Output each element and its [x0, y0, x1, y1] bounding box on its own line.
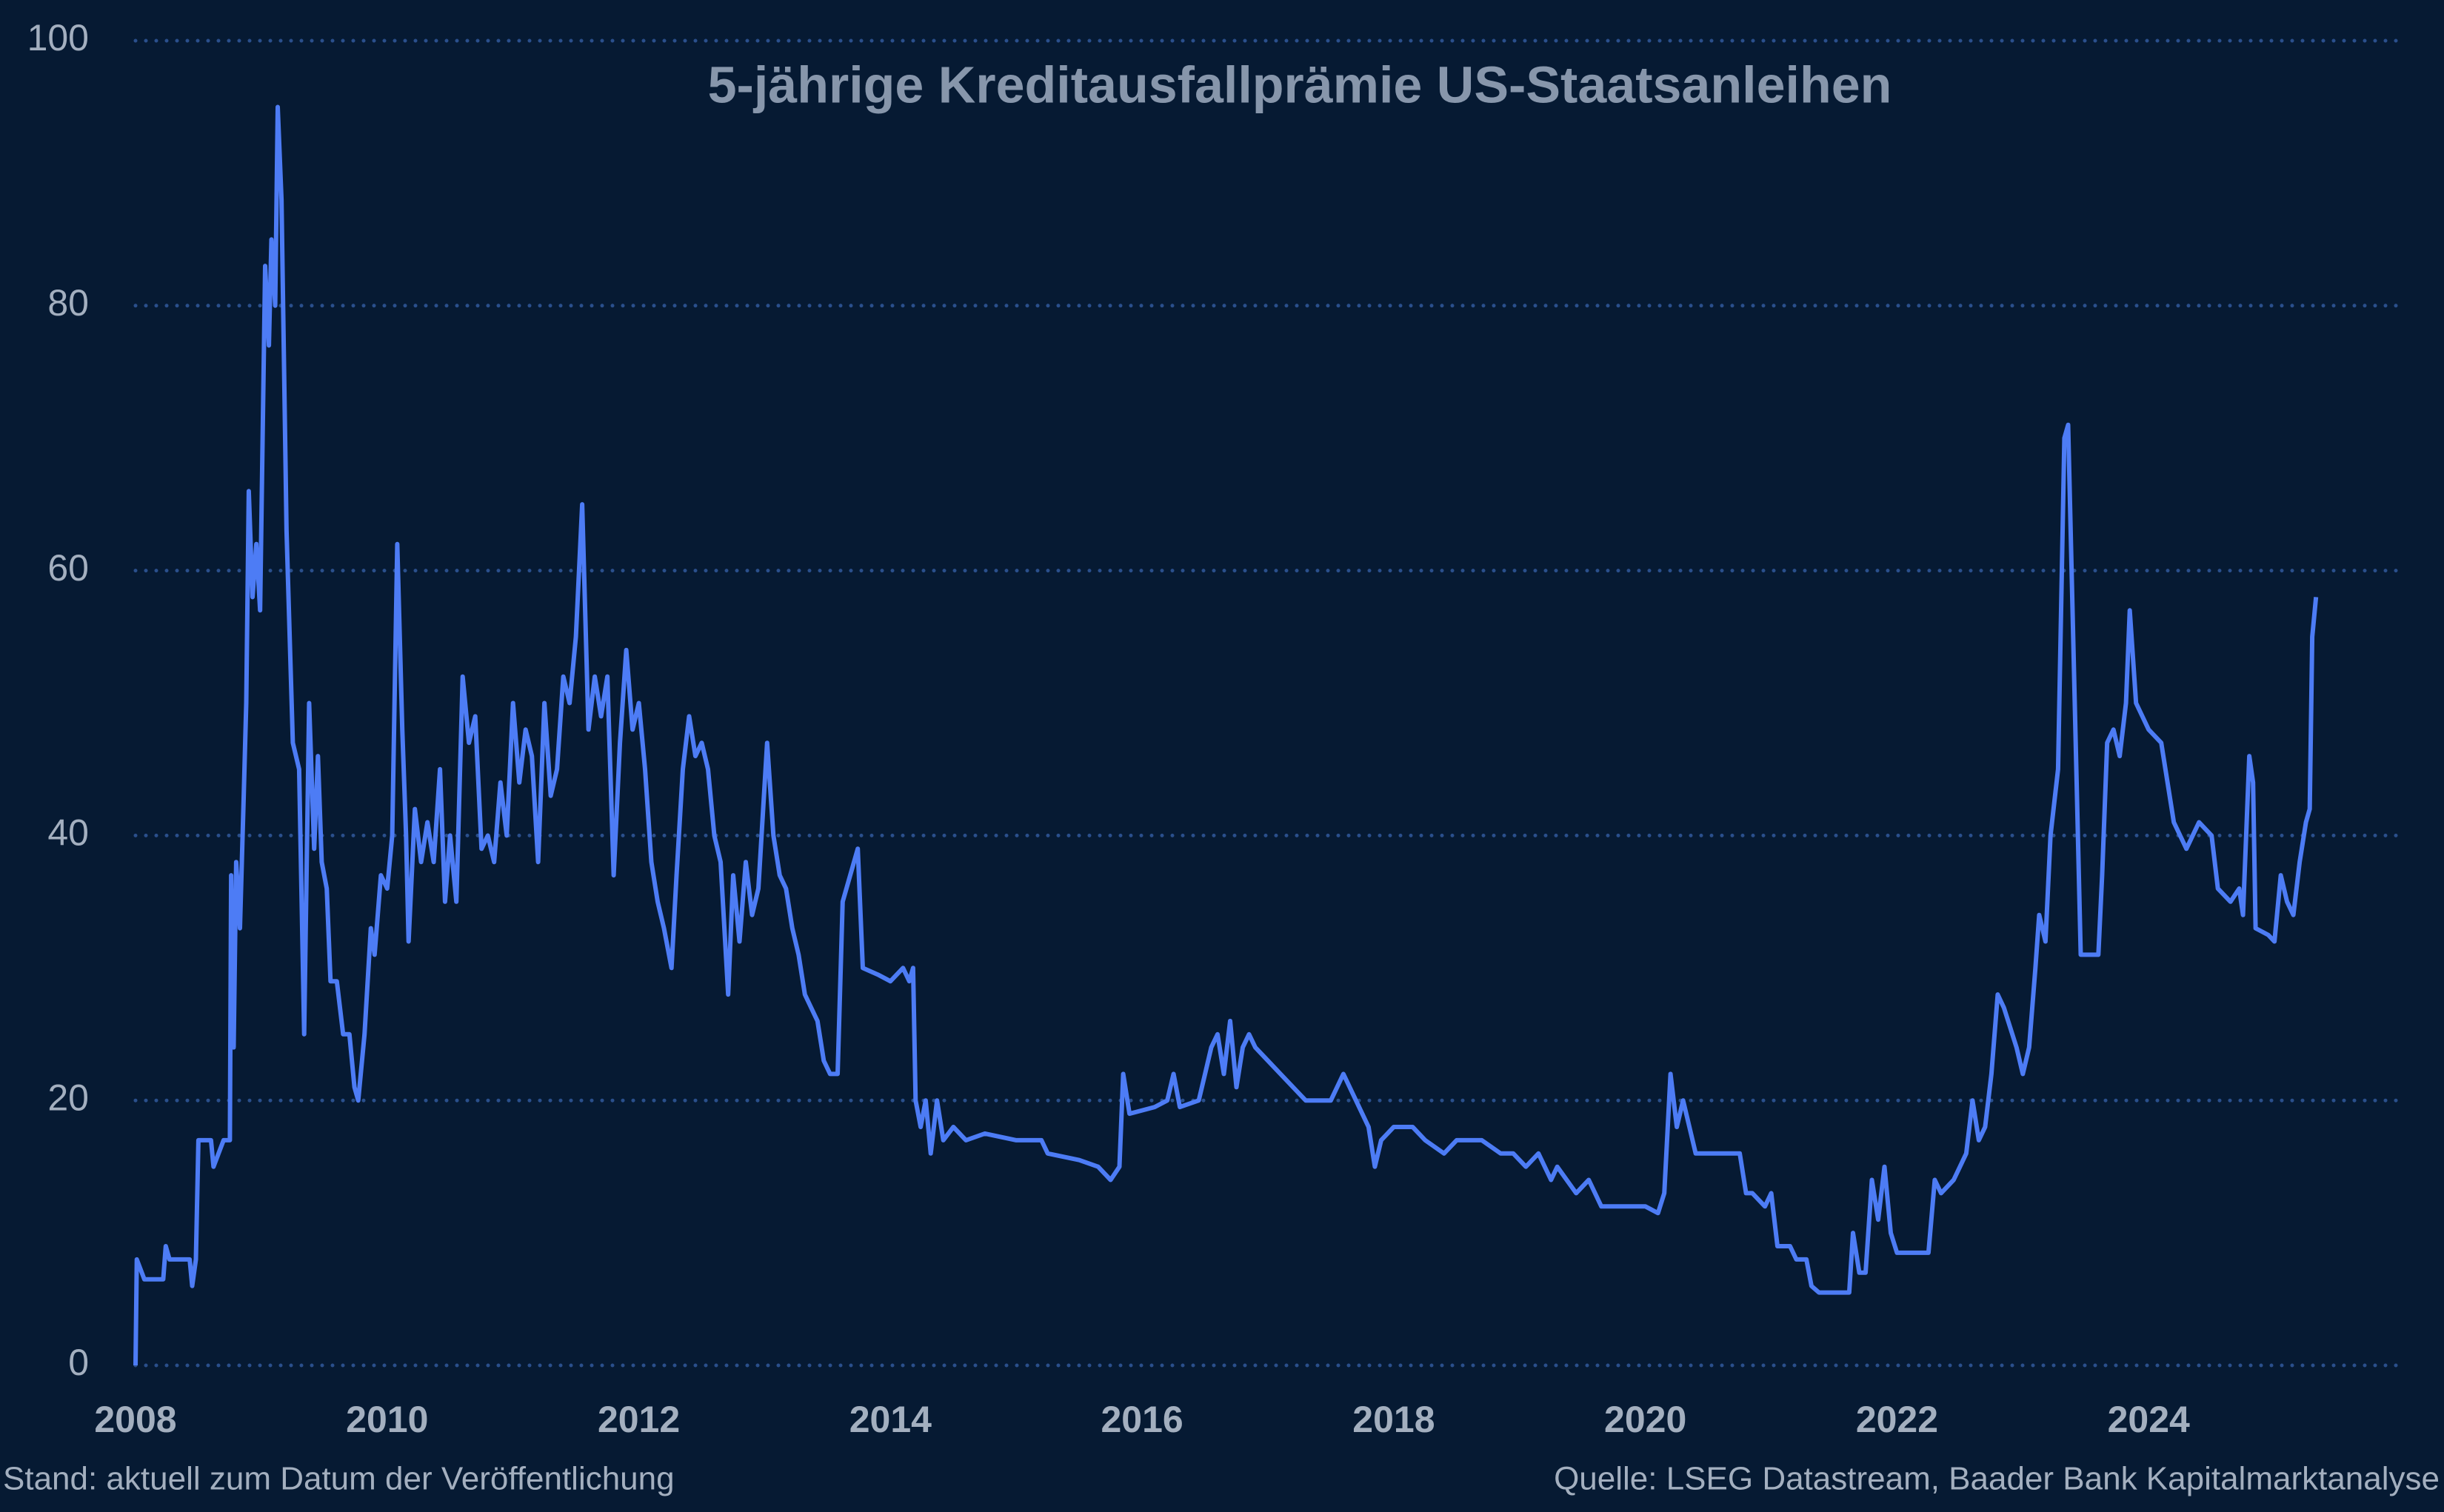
footnote-right: Quelle: LSEG Datastream, Baader Bank Kap… [1554, 1461, 2440, 1497]
x-tick-label: 2014 [849, 1399, 932, 1440]
x-tick-label: 2024 [2108, 1399, 2190, 1440]
x-tick-label: 2020 [1604, 1399, 1686, 1440]
x-tick-label: 2008 [94, 1399, 176, 1440]
x-tick-label: 2012 [598, 1399, 680, 1440]
y-tick-label: 40 [47, 812, 89, 854]
y-tick-label: 20 [47, 1077, 89, 1118]
x-tick-label: 2016 [1101, 1399, 1183, 1440]
data-line [133, 104, 2319, 1366]
y-tick-label: 80 [47, 282, 89, 324]
chart-title: 5-jährige Kreditausfallprämie US-Staatsa… [708, 56, 1892, 113]
x-tick-label: 2010 [346, 1399, 428, 1440]
y-tick-label: 60 [47, 547, 89, 589]
y-tick-label: 0 [68, 1342, 89, 1383]
x-tick-label: 2022 [1856, 1399, 1938, 1440]
footnote-left: Stand: aktuell zum Datum der Veröffentli… [3, 1461, 675, 1497]
y-tick-label: 100 [27, 17, 89, 58]
x-tick-label: 2018 [1352, 1399, 1435, 1440]
